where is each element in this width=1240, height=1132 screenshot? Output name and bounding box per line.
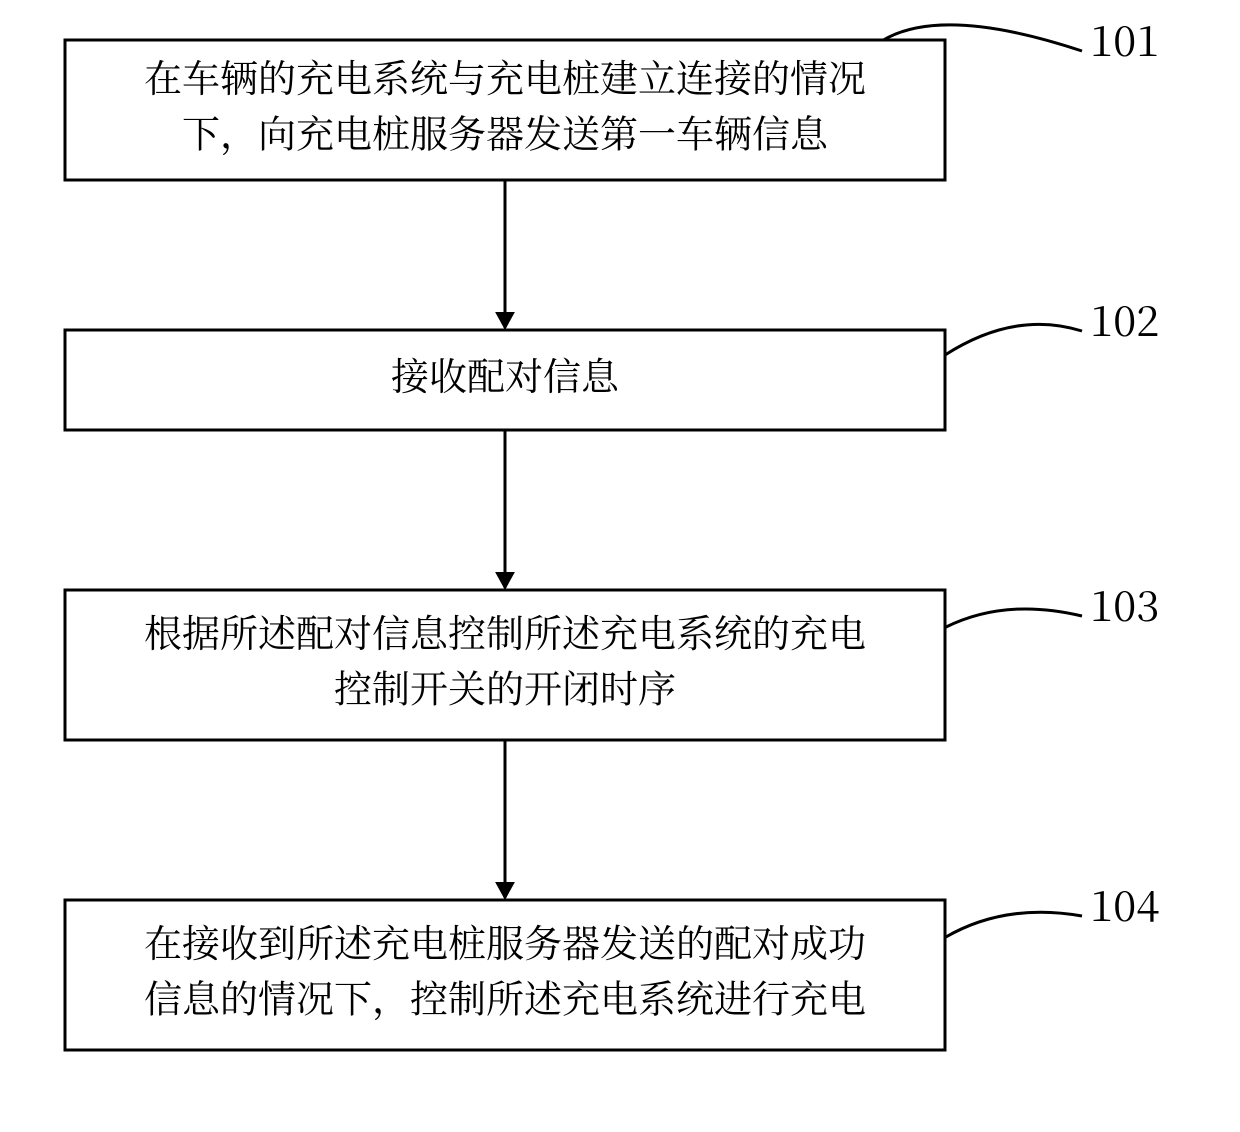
node-text-line: 控制开关的开闭时序 (334, 658, 676, 713)
node-label-step-104: 104 (1090, 874, 1159, 934)
flow-node-step-104: 在接收到所述充电桩服务器发送的配对成功信息的情况下，控制所述充电系统进行充电 10… (65, 874, 1159, 1050)
flow-node-step-101: 在车辆的充电系统与充电桩建立连接的情况下，向充电桩服务器发送第一车辆信息 101 (65, 9, 1159, 180)
node-text-line: 根据所述配对信息控制所述充电系统的充电 (144, 603, 866, 658)
node-label-step-102: 102 (1090, 289, 1159, 349)
flowchart-canvas: 在车辆的充电系统与充电桩建立连接的情况下，向充电桩服务器发送第一车辆信息 101 接… (0, 0, 1240, 1132)
flow-node-step-102: 接收配对信息 102 (65, 289, 1159, 430)
node-text-line: 在接收到所述充电桩服务器发送的配对成功 (144, 913, 866, 968)
leader-line (945, 912, 1082, 937)
leader-line (945, 324, 1082, 355)
node-text-line: 信息的情况下，控制所述充电系统进行充电 (144, 968, 866, 1023)
node-label-step-101: 101 (1090, 9, 1159, 69)
arrowhead-fill (495, 572, 515, 590)
leader-line (945, 609, 1082, 628)
arrowhead-fill (495, 312, 515, 330)
node-text-line: 接收配对信息 (391, 346, 620, 401)
arrowhead-fill (495, 882, 515, 900)
node-text-line: 下，向充电桩服务器发送第一车辆信息 (182, 103, 829, 158)
flow-node-step-103: 根据所述配对信息控制所述充电系统的充电控制开关的开闭时序 103 (65, 574, 1159, 740)
node-label-step-103: 103 (1090, 574, 1159, 634)
node-text-line: 在车辆的充电系统与充电桩建立连接的情况 (144, 48, 866, 103)
